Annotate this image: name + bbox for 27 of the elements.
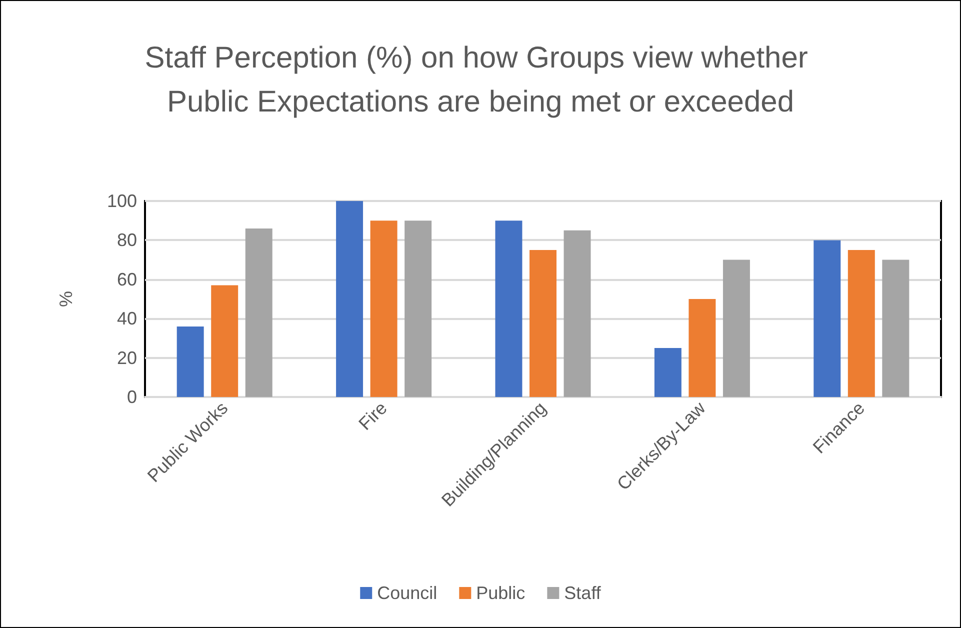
bar bbox=[882, 260, 910, 397]
bar bbox=[688, 299, 716, 397]
y-tick-label: 60 bbox=[116, 269, 137, 290]
bar bbox=[176, 326, 204, 397]
bar bbox=[245, 228, 272, 397]
y-tick-label: 0 bbox=[126, 387, 137, 407]
bar bbox=[336, 201, 364, 397]
bar bbox=[722, 260, 750, 397]
y-tick-label: 100 bbox=[106, 191, 137, 211]
x-tick-label: Fire bbox=[354, 398, 391, 434]
bar bbox=[564, 230, 591, 397]
y-axis-title: % bbox=[56, 290, 76, 308]
legend-label: Public bbox=[476, 583, 526, 603]
legend-label: Council bbox=[377, 583, 438, 603]
bar bbox=[530, 250, 556, 397]
bar bbox=[654, 348, 682, 397]
bar bbox=[370, 220, 398, 397]
y-tick-label: 20 bbox=[116, 348, 137, 368]
bar bbox=[848, 250, 875, 397]
y-tick-label: 80 bbox=[116, 230, 137, 250]
bar bbox=[814, 240, 841, 397]
y-tick-label: 40 bbox=[116, 308, 137, 329]
bar bbox=[404, 220, 432, 397]
chart-title: Staff Perception (%) on how Groups view whether Public Expectations are being met or exceeded bbox=[144, 42, 816, 118]
bar bbox=[495, 220, 522, 397]
legend-label: Staff bbox=[564, 583, 602, 603]
bar bbox=[211, 285, 238, 397]
